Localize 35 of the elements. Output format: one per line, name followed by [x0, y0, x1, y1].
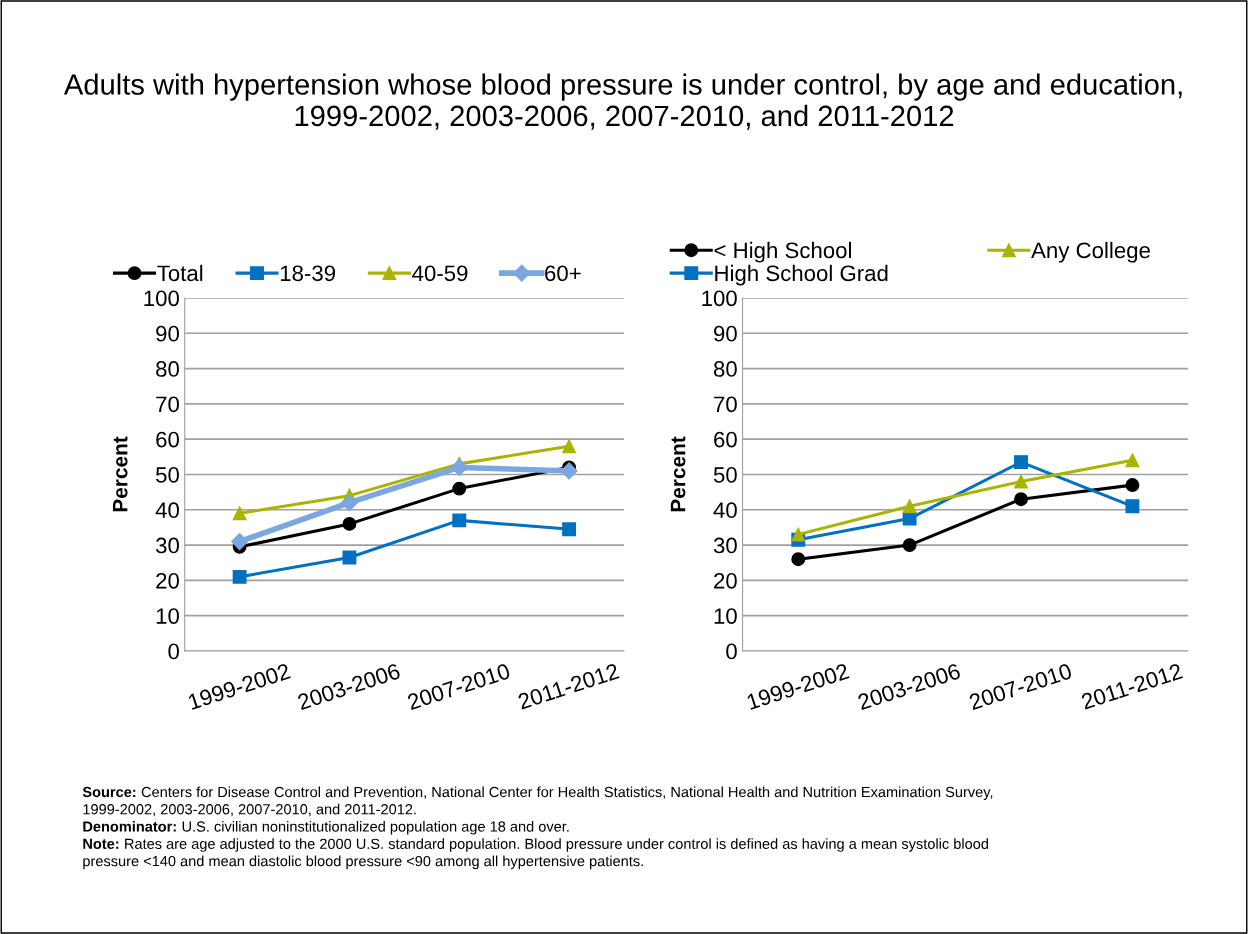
legend-label: 18-39 [280, 265, 336, 282]
y-tick-label: 50 [713, 467, 737, 483]
chart-title: Adults with hypertension whose blood pressure is under control, by age and education, 1999-2002, 2003-2006, 2007-2010, and 2011-2012 [63, 73, 1182, 130]
y-tick-label: 90 [156, 325, 179, 342]
y-tick-label: 90 [714, 325, 737, 342]
y-axis-title: Percent [670, 436, 686, 512]
y-tick-label: 10 [714, 608, 737, 624]
y-tick-label: 50 [156, 467, 179, 483]
y-tick-label: 10 [156, 608, 179, 624]
y-tick-label: 60 [714, 431, 737, 448]
y-tick-label: 0 [726, 643, 737, 660]
legend-label: 40-59 [412, 265, 468, 282]
y-tick-label: 30 [713, 537, 737, 554]
legend-label: < High School [714, 241, 851, 263]
y-tick-label: 80 [156, 361, 179, 377]
legend-label: 60+ [545, 265, 581, 282]
y-tick-label: 80 [713, 361, 737, 377]
source-note: Source: Centers for Disease Control and Prevention, National Center for Health Statistics, National Health and Nutrition Examination Survey, 1999-2002, 2003-2006, 2007-2010, and 2011-2012. [82, 786, 993, 817]
y-tick-label: 70 [714, 396, 737, 413]
y-tick-label: 100 [144, 290, 179, 307]
text: Note: Rates are age adjusted to the 2000 U.S. standard population. Blood pressure under control is defined as having a mean systolic blood pressure <140 and mean diastolic blood pressure <90 among all hypertensive patients. [83, 838, 988, 870]
legend-label: Total [157, 264, 203, 282]
y-axis-title: Percent [113, 436, 128, 512]
legend-label: High School Grad [715, 264, 888, 286]
y-tick-label: 70 [156, 396, 179, 413]
y-tick-label: 60 [156, 431, 179, 448]
y-tick-label: 40 [155, 502, 179, 519]
y-tick-label: 0 [168, 643, 179, 660]
y-tick-label: 100 [702, 290, 737, 307]
y-tick-label: 40 [713, 502, 737, 519]
y-tick-label: 30 [155, 537, 179, 554]
y-tick-label: 20 [714, 572, 737, 589]
text: Denominator: U.S. civilian noninstitutionalized population age 18 and over. [83, 820, 569, 835]
y-tick-label: 20 [156, 572, 179, 589]
legend-label: Any College [1031, 241, 1150, 263]
